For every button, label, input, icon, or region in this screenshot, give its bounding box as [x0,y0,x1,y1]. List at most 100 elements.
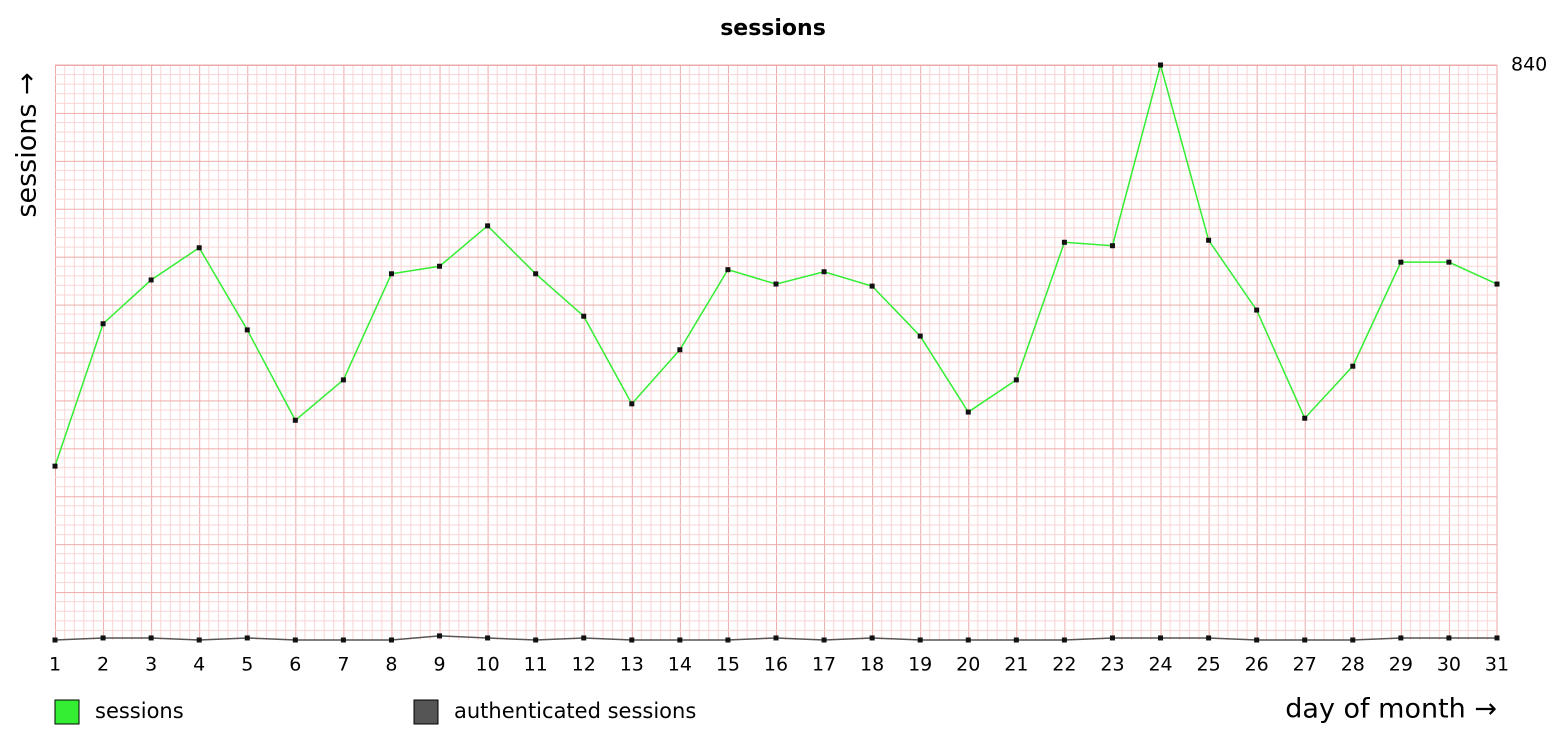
data-point [1446,259,1452,265]
data-point [1109,243,1115,249]
data-point [917,637,923,643]
x-tick-label: 7 [337,654,349,676]
data-point [773,635,779,641]
data-point [244,635,250,641]
data-point [52,637,58,643]
data-point [725,637,731,643]
data-point [388,637,394,643]
data-point [340,377,346,383]
data-point [821,269,827,275]
y-axis-label: sessions → [12,72,43,217]
data-point [1350,363,1356,369]
data-point [1158,635,1164,641]
data-point [1158,62,1164,68]
x-tick-label: 6 [289,654,301,676]
data-point [581,313,587,319]
x-tick-label: 15 [716,654,740,676]
x-tick-label: 14 [668,654,692,676]
x-tick-label: 22 [1052,654,1076,676]
x-axis-label: day of month → [1285,694,1497,725]
data-point [869,635,875,641]
x-tick-label: 29 [1389,654,1413,676]
data-point [1446,635,1452,641]
data-point [773,281,779,287]
data-point [1398,635,1404,641]
data-point [629,401,635,407]
data-point [1013,637,1019,643]
x-tick-label: 27 [1293,654,1317,676]
x-tick-label: 30 [1437,654,1461,676]
data-point [148,635,154,641]
data-point [1398,259,1404,265]
data-point [52,463,58,469]
data-point [1061,239,1067,245]
data-point [533,271,539,277]
data-point [292,417,298,423]
data-point [629,637,635,643]
x-tick-label: 17 [812,654,836,676]
x-tick-label: 28 [1341,654,1365,676]
data-point [1254,307,1260,313]
x-tick-label: 25 [1197,654,1221,676]
x-tick-label: 9 [433,654,445,676]
data-point [1206,635,1212,641]
x-tick-label: 24 [1148,654,1172,676]
data-point [533,637,539,643]
data-point [1061,637,1067,643]
data-point [100,321,106,327]
x-tick-label: 16 [764,654,788,676]
data-point [1494,281,1500,287]
data-point [244,327,250,333]
data-point [1302,637,1308,643]
x-tick-label: 12 [572,654,596,676]
data-point [1109,635,1115,641]
data-point [340,637,346,643]
data-point [821,637,827,643]
data-point [1302,415,1308,421]
data-point [677,637,683,643]
x-tick-label: 5 [241,654,253,676]
data-point [196,245,202,251]
data-point [677,347,683,353]
data-point [1494,635,1500,641]
x-tick-label: 11 [524,654,548,676]
data-point [869,283,875,289]
x-tick-label: 26 [1245,654,1269,676]
x-tick-label: 4 [193,654,205,676]
x-tick-label: 8 [385,654,397,676]
x-tick-label: 18 [860,654,884,676]
data-point [917,333,923,339]
x-tick-label: 2 [97,654,109,676]
data-point [1206,237,1212,243]
data-point [725,267,731,273]
data-point [1350,637,1356,643]
x-tick-label: 1 [49,654,61,676]
data-point [581,635,587,641]
data-point [1013,377,1019,383]
data-point [148,277,154,283]
legend-swatch [413,699,439,725]
data-point [292,637,298,643]
x-tick-label: 10 [476,654,500,676]
data-point [100,635,106,641]
data-point [965,409,971,415]
y-tick-label: 840 [1511,54,1547,76]
data-point [965,637,971,643]
grid-background [55,65,1497,640]
x-tick-label: 19 [908,654,932,676]
legend-label: authenticated sessions [454,699,696,723]
x-tick-label: 20 [956,654,980,676]
chart-title: sessions [720,16,826,41]
data-point [437,263,443,269]
x-tick-label: 3 [145,654,157,676]
x-tick-label: 31 [1485,654,1509,676]
data-point [437,633,443,639]
x-tick-label: 23 [1100,654,1124,676]
legend-swatch [54,699,80,725]
data-point [388,271,394,277]
x-tick-label: 13 [620,654,644,676]
data-point [485,635,491,641]
data-point [1254,637,1260,643]
x-tick-label: 21 [1004,654,1028,676]
